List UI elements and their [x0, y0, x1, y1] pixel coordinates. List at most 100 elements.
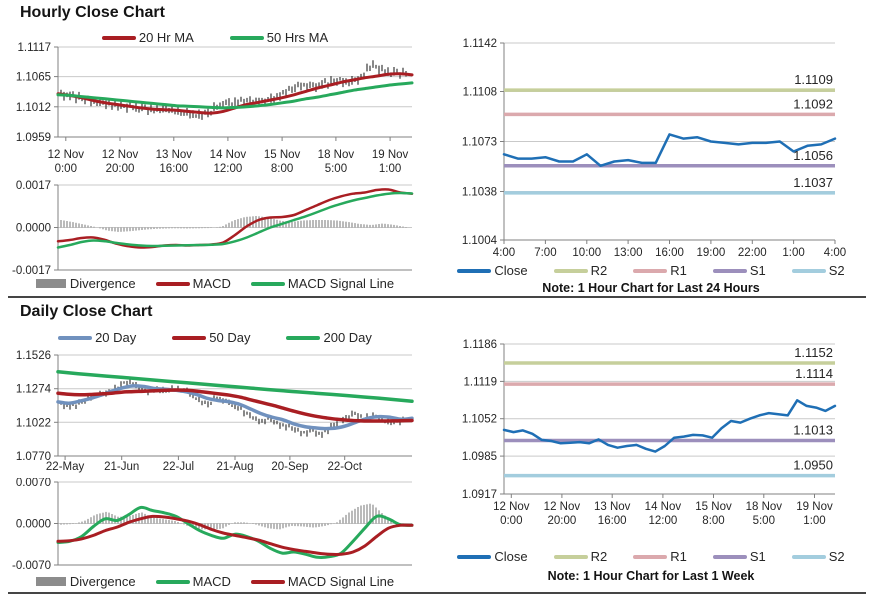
y-tick-label: 1.1012 [16, 102, 51, 114]
x-tick-label: 0:00 [500, 515, 522, 527]
y-tick-label: 1.1186 [463, 339, 497, 351]
bottom-border [8, 592, 866, 594]
y-tick-label: 1.1052 [462, 414, 497, 426]
y-tick-label: 1.1038 [462, 187, 497, 199]
legend-label: Close [494, 263, 528, 278]
y-tick-label: 1.1117 [18, 42, 51, 54]
y-tick-label: 1.1022 [16, 417, 51, 429]
x-tick-label: 22-May [46, 461, 85, 473]
y-tick-label: 1.1274 [16, 384, 52, 396]
hourly-pivot-chart: 1.1004 1.1038 1.1073 1.1108 1.1142 4:00 7:00 10… [436, 28, 866, 262]
legend-daily-ma: 20 Day 50 Day 200 Day [10, 330, 420, 345]
daily-price-svg: 1.0770 1.1022 1.1274 1.1526 22-May 21-Jun 22-J… [16, 350, 414, 473]
legend-hourly-macd: Divergence MACD MACD Signal Line [10, 276, 420, 291]
legend-label: MACD [192, 276, 231, 291]
x-tick-label: 22-Jul [163, 461, 194, 473]
legend-swatch-s1 [712, 554, 747, 559]
legend-swatch-macd-signal-line [250, 579, 285, 584]
legend-daily-pivot: Close R2 R1 S1 S2 [436, 549, 866, 564]
y-tick-label: 1.1073 [462, 137, 497, 149]
x-tick-label: 18 Nov [746, 501, 783, 513]
x-tick-label: 12:00 [214, 163, 243, 174]
legend-item-macd: MACD [155, 276, 231, 291]
x-tick-label: 8:00 [702, 515, 724, 527]
x-tick-label: 18 Nov [318, 149, 355, 161]
legend-item-close: Close [457, 263, 528, 278]
legend-label: Close [494, 549, 528, 564]
legend-label: S1 [749, 549, 766, 564]
pivot-value-label: 1.1056 [793, 148, 833, 163]
x-tick-label: 15 Nov [695, 501, 732, 513]
legend-label: S2 [828, 549, 845, 564]
daily-pivot-note: Note: 1 Hour Chart for Last 1 Week [547, 569, 755, 583]
x-tick-label: 7:00 [534, 247, 556, 259]
hourly-macd-svg: -0.0017 0.0000 0.0017 [12, 180, 414, 277]
legend-label: 50 Hrs MA [266, 30, 329, 45]
series-line-close [502, 133, 837, 168]
legend-swatch-divergence [35, 577, 66, 586]
y-tick-label: 1.0770 [16, 451, 51, 463]
x-tick-label: 16:00 [655, 247, 684, 259]
pivot-value-label: 1.1013 [793, 423, 833, 438]
legend-swatch-macd-signal-line [250, 281, 285, 286]
legend-label: 50 Day [209, 330, 251, 345]
legend-swatch-20-day [58, 335, 93, 340]
x-tick-label: 16:00 [159, 163, 188, 174]
y-tick-label: 1.0917 [462, 489, 497, 501]
legend-swatch-divergence [35, 279, 66, 288]
x-tick-label: 4:00 [824, 247, 846, 259]
legend-swatch-50-hrs-ma [229, 35, 264, 40]
legend-item-s2: S2 [791, 549, 845, 564]
pivot-value-label: 1.1152 [794, 345, 833, 360]
legend-item-macd-signal-line: MACD Signal Line [250, 276, 395, 291]
daily-macd-chart: -0.0070 0.0000 0.0070 [10, 478, 420, 570]
x-tick-label: 13 Nov [594, 501, 631, 513]
x-tick-label: 15 Nov [264, 149, 301, 161]
x-tick-label: 5:00 [753, 515, 775, 527]
pivot-value-label: 1.1109 [794, 72, 833, 87]
y-tick-label: 0.0070 [16, 478, 51, 489]
legend-item-macd: MACD [155, 574, 231, 589]
legend-swatch-50-day [172, 335, 207, 340]
x-tick-label: 8:00 [271, 163, 293, 174]
legend-item-50-hrs-ma: 50 Hrs MA [229, 30, 329, 45]
legend-swatch-20-hr-ma [101, 35, 136, 40]
legend-label: S1 [749, 263, 766, 278]
x-tick-label: 14 Nov [210, 149, 247, 161]
legend-hourly-ma: 20 Hr MA 50 Hrs MA [10, 30, 420, 45]
series-line-close [502, 399, 837, 453]
y-tick-label: 1.1108 [463, 87, 497, 99]
x-tick-label: 22-Oct [327, 461, 362, 473]
legend-swatch-200-day [286, 335, 321, 340]
x-tick-label: 19 Nov [372, 149, 409, 161]
legend-label: R2 [590, 549, 608, 564]
legend-label: MACD Signal Line [287, 276, 395, 291]
section-divider [8, 296, 866, 298]
x-tick-label: 19:00 [697, 247, 726, 259]
x-tick-label: 12 Nov [493, 501, 530, 513]
legend-label: S2 [828, 263, 845, 278]
daily-pivot-svg: 1.0917 1.0985 1.1052 1.1119 1.1186 12 Nov 0:00… [462, 339, 837, 527]
legend-item-r1: R1 [633, 549, 687, 564]
x-tick-label: 20:00 [548, 515, 577, 527]
legend-swatch-r1 [633, 554, 668, 559]
series-line-macd-signal-line [56, 191, 414, 249]
legend-item-r2: R2 [553, 263, 607, 278]
pivot-value-label: 1.1092 [793, 96, 833, 111]
legend-label: Divergence [69, 276, 136, 291]
y-tick-label: 1.1119 [464, 376, 497, 388]
hourly-price-chart: 1.0959 1.1012 1.1065 1.1117 12 Nov 0:00 12 Nov… [10, 42, 420, 174]
y-tick-label: 1.1065 [16, 72, 51, 84]
legend-item-20-day: 20 Day [58, 330, 136, 345]
legend-item-s1: S1 [712, 549, 766, 564]
pivot-value-label: 1.1037 [793, 175, 833, 190]
y-tick-label: 0.0000 [16, 519, 51, 531]
x-tick-label: 1:00 [782, 247, 804, 259]
hourly-macd-chart: -0.0017 0.0000 0.0017 [10, 178, 420, 278]
daily-macd-svg: -0.0070 0.0000 0.0070 [12, 478, 414, 570]
legend-label: 20 Day [95, 330, 137, 345]
pivot-value-label: 1.0950 [793, 458, 833, 473]
legend-swatch-r2 [553, 554, 588, 559]
legend-item-50-day: 50 Day [172, 330, 250, 345]
series-line-50-hrs-ma [56, 81, 414, 110]
